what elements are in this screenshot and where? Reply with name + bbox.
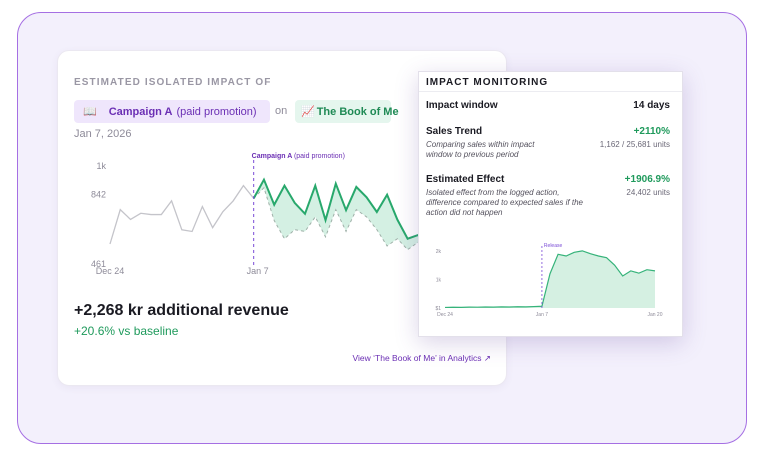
baseline-line [253, 186, 501, 255]
mini-x-tick-label: Dec 24 [437, 312, 453, 318]
baseline-change: +20.6% vs baseline [74, 324, 179, 338]
monitor-divider [419, 91, 682, 92]
view-analytics-link[interactable]: View ‘The Book of Me’ in Analytics ↗ [352, 353, 491, 363]
x-tick-label: Jan 7 [247, 266, 269, 276]
mini-x-tick-label: Jan 7 [536, 312, 548, 318]
x-tick-label: Dec 24 [96, 266, 125, 276]
sales-trend-description: Comparing sales within impact window to … [426, 140, 535, 159]
campaign-suffix: (paid promotion) [176, 105, 257, 118]
chart-icon: 📈 [301, 106, 315, 118]
sales-trend-label: Sales Trend [426, 126, 483, 137]
campaign-chip[interactable]: 📖 Campaign A (paid promotion) [74, 100, 270, 123]
y-tick-label: 461 [91, 259, 106, 269]
estimated-effect-units: 24,402 units [626, 188, 670, 197]
impact-monitoring-panel: IMPACT MONITORING Impact window 14 days … [418, 71, 683, 337]
impact-window-label: Impact window [426, 100, 498, 111]
mini-area-line [444, 250, 656, 309]
y-tick-label: 1k [96, 161, 106, 171]
sales-trend-units: 1,162 / 25,681 units [599, 140, 670, 149]
product-chip[interactable]: 📈 The Book of Me [295, 100, 399, 123]
campaign-name: Campaign A [108, 105, 173, 118]
mini-y-tick-label: 2k [436, 249, 442, 255]
revenue-headline: +2,268 kr additional revenue [74, 302, 289, 319]
product-name: The Book of Me [316, 105, 399, 118]
pre-period-line [109, 184, 255, 245]
mini-y-tick-label: 1k [436, 277, 442, 283]
mini-y-tick-label: $1 [435, 306, 441, 312]
estimated-effect-label: Estimated Effect [426, 174, 505, 185]
sales-trend-value: +2110% [633, 126, 670, 137]
on-connector: on [275, 105, 288, 117]
estimated-effect-description: Isolated effect from the logged action, … [426, 188, 583, 217]
action-date: Jan 7, 2026 [74, 128, 132, 140]
impact-window-value: 14 days [633, 100, 670, 111]
y-tick-label: 842 [91, 190, 106, 200]
mini-area-fill [445, 250, 655, 308]
monitor-title: IMPACT MONITORING [426, 77, 549, 88]
card-eyebrow: ESTIMATED ISOLATED IMPACT OF [74, 77, 272, 88]
estimated-effect-value: +1906.9% [624, 174, 670, 185]
book-icon: 📖 [83, 106, 97, 118]
mini-x-tick-label: Jan 20 [647, 312, 662, 318]
release-marker-label: Release [544, 243, 563, 249]
campaign-marker-label: Campaign A (paid promotion) [252, 153, 345, 160]
